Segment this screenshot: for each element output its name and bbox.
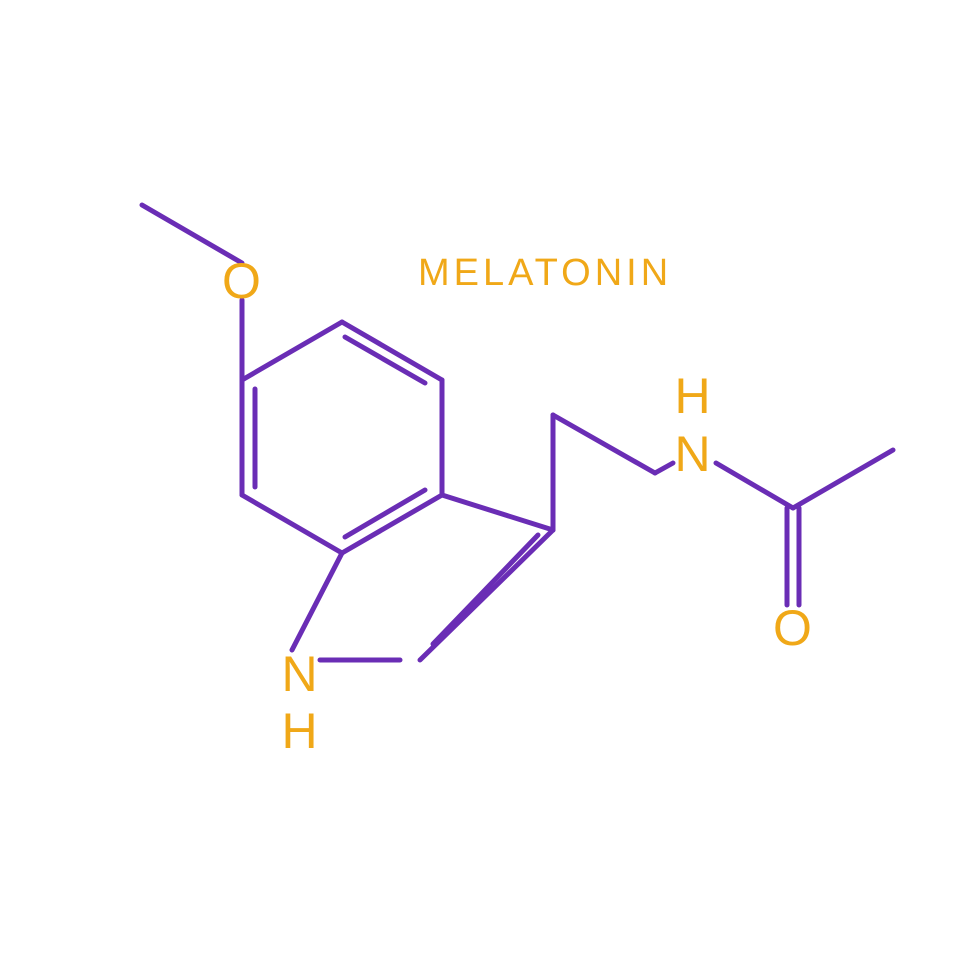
bond-p3-p2-dbl [433,535,538,644]
bond-b2-b3 [342,322,442,380]
bond-b5-b6 [242,495,342,553]
bond-b5-n [292,553,342,650]
bond-b2-b3-dbl [345,337,425,383]
atom-O_carbonyl: O [773,600,813,656]
bond-ch2-n2 [655,463,673,473]
bond-b1-b2 [242,322,342,380]
bond-b4-b5 [342,495,442,553]
atom-O_methoxy: O [222,253,262,309]
bond-p3-p2 [420,530,553,660]
atom-H_amide: H [674,368,711,424]
title: MELATONIN [418,252,672,294]
atom-H_indole: H [281,703,318,759]
atom-N_amide: N [674,426,711,482]
atom-N_indole: N [281,646,318,702]
bond-cco-me2 [793,450,893,508]
bond-b4-p3 [442,495,553,530]
bond-n2-cco [716,463,793,508]
bond-ch1-ch2 [553,415,655,473]
